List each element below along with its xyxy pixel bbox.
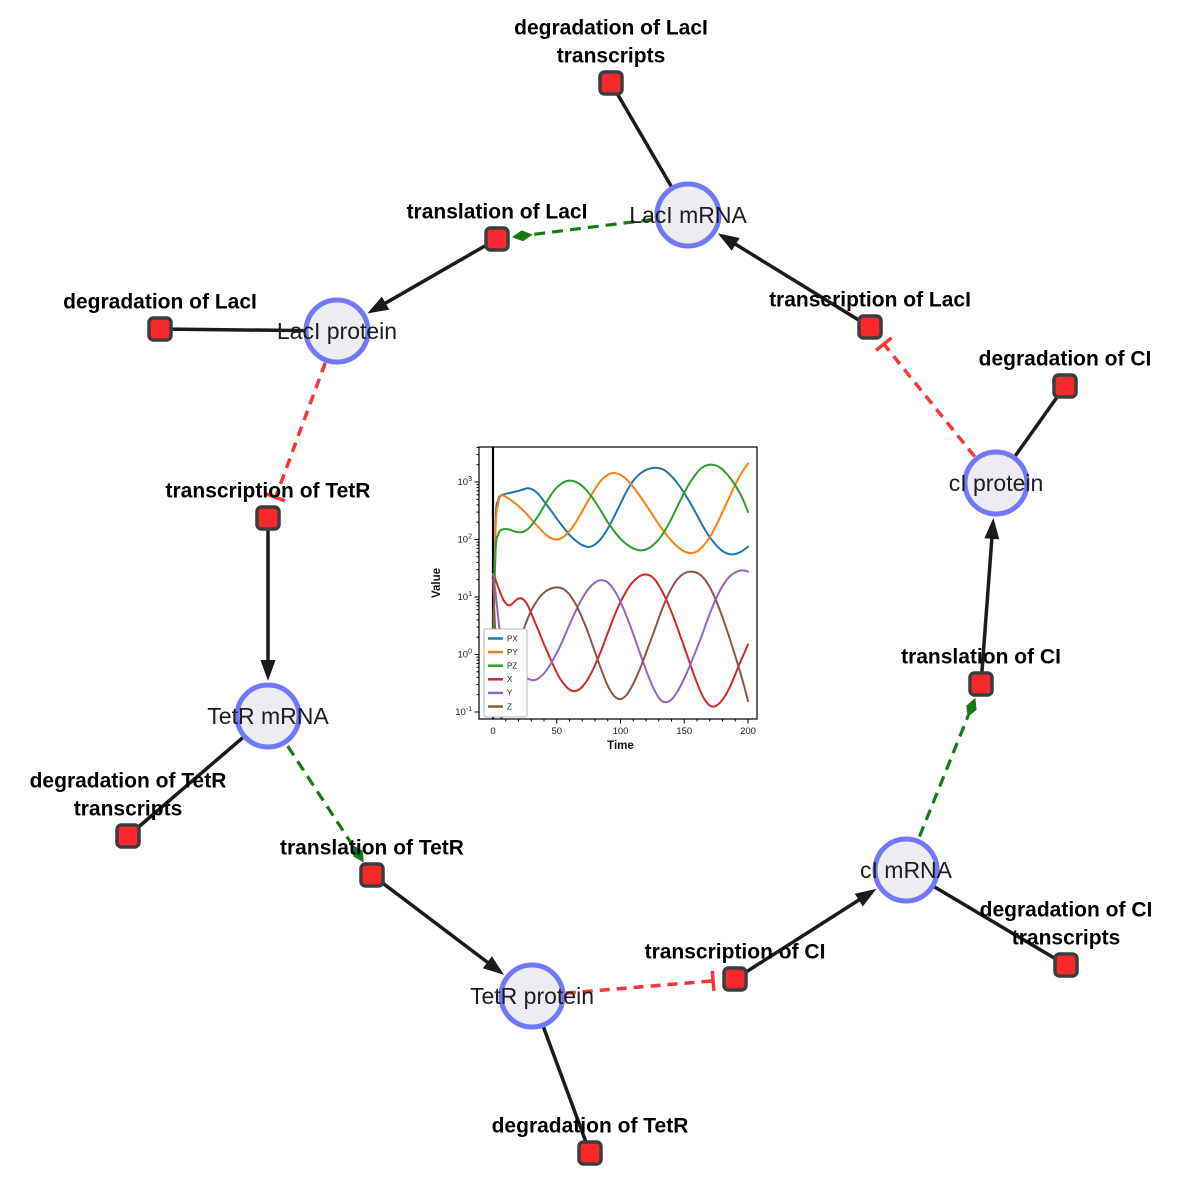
edge-transl_ci-ci_protein-production bbox=[979, 517, 1000, 685]
edge-transl_laci-laci_protein-production bbox=[367, 237, 498, 314]
species-node-tetr_mrna[interactable] bbox=[234, 682, 302, 750]
series-line-X bbox=[492, 573, 749, 708]
tbar-inhibition-cap bbox=[710, 970, 716, 991]
x-tick-label: 50 bbox=[551, 726, 562, 737]
reaction-label-transcr_ci: transcription of CI bbox=[645, 941, 826, 964]
edge-transcr_tetr-tetr_mrna-production bbox=[260, 518, 276, 681]
x-tick-label: 100 bbox=[613, 726, 629, 737]
reaction-node-transcr_tetr[interactable] bbox=[255, 505, 281, 531]
species-node-ci_protein[interactable] bbox=[962, 449, 1030, 517]
tbar-inhibition-cap bbox=[874, 336, 893, 352]
reaction-label-deg_ci: degradation of CI bbox=[979, 348, 1152, 371]
reaction-label-deg_tetr_tx: degradation of TetR bbox=[30, 770, 227, 793]
arrowhead bbox=[482, 956, 505, 975]
series-line-PX bbox=[492, 466, 749, 656]
arrowhead bbox=[367, 296, 390, 314]
species-label-laci_protein: LacI protein bbox=[277, 318, 397, 344]
reaction-label-transcr_tetr: transcription of TetR bbox=[166, 480, 371, 503]
reaction-label-deg_ci_tx: degradation of CI bbox=[980, 899, 1153, 922]
legend: PX PY PZ XYZ bbox=[483, 628, 528, 718]
species-label-laci_mrna: LacI mRNA bbox=[629, 202, 747, 228]
edge-transl_tetr-tetr_protein-production bbox=[370, 873, 505, 975]
legend-label-PZ: PZ bbox=[507, 662, 517, 671]
legend-label-X: X bbox=[507, 675, 513, 684]
reaction-label-transl_tetr: translation of TetR bbox=[280, 837, 464, 860]
x-tick-label: 200 bbox=[740, 726, 756, 737]
time-series-plot: 0 50 100 150 20010310210110010-1TimeValuePXP… bbox=[430, 425, 782, 777]
reaction-node-transl_ci[interactable] bbox=[968, 671, 994, 697]
edge-ci_protein-transcr_laci-inhibition bbox=[874, 336, 998, 485]
edge-laci_protein-transcr_tetr-inhibition bbox=[265, 330, 339, 503]
legend-label-PY: PY bbox=[507, 648, 518, 657]
arrowhead bbox=[717, 233, 740, 251]
reaction-label-deg_laci_tx: transcripts bbox=[557, 45, 666, 68]
labels-layer: degradation of LacI transcripts translatio… bbox=[30, 17, 1153, 1138]
reaction-label-deg_tetr_tx: transcripts bbox=[74, 798, 183, 821]
diamond-arrowhead bbox=[966, 697, 977, 718]
reaction-label-deg_laci_tx: degradation of LacI bbox=[514, 17, 708, 40]
arrowhead bbox=[260, 660, 276, 681]
y-tick-label: 103 bbox=[458, 476, 473, 488]
axes-spines bbox=[478, 446, 758, 720]
arrowhead bbox=[854, 888, 877, 907]
reaction-label-transcr_laci: transcription of LacI bbox=[769, 289, 971, 312]
tbar-inhibition-cap bbox=[265, 492, 286, 503]
reaction-node-deg_tetr_tx[interactable] bbox=[115, 823, 141, 849]
x-tick-label: 150 bbox=[676, 726, 692, 737]
x-axis-label: Time bbox=[607, 740, 634, 752]
diamond-arrowhead bbox=[511, 230, 533, 242]
figure-background bbox=[430, 425, 782, 777]
series-line-PY bbox=[492, 462, 749, 656]
reaction-label-transl_ci: translation of CI bbox=[901, 646, 1061, 669]
nodes-layer bbox=[115, 70, 1079, 1166]
species-label-ci_mrna: cI mRNA bbox=[860, 857, 953, 883]
reaction-label-deg_ci_tx: transcripts bbox=[1012, 927, 1121, 950]
reaction-node-transcr_laci[interactable] bbox=[857, 314, 883, 340]
species-label-ci_protein: cI protein bbox=[949, 470, 1044, 496]
x-tick-label: 0 bbox=[490, 726, 495, 737]
species-node-laci_mrna[interactable] bbox=[654, 181, 722, 249]
legend-box bbox=[483, 628, 528, 718]
reaction-label-transl_laci: translation of LacI bbox=[407, 201, 588, 224]
reaction-node-deg_ci_tx[interactable] bbox=[1053, 952, 1079, 978]
reaction-node-transcr_ci[interactable] bbox=[722, 966, 748, 992]
axis-ticks bbox=[474, 446, 749, 724]
arrowhead bbox=[984, 517, 1000, 540]
y-tick-label: 100 bbox=[458, 649, 473, 661]
reaction-label-deg_tetr: degradation of TetR bbox=[492, 1115, 689, 1138]
edge-transcr_ci-ci_mrna-production bbox=[734, 888, 877, 981]
species-node-laci_protein[interactable] bbox=[303, 297, 371, 365]
edge-tetr_protein-transcr_ci-inhibition bbox=[531, 970, 716, 998]
species-label-tetr_mrna: TetR mRNA bbox=[207, 703, 329, 729]
legend-label-Y: Y bbox=[507, 689, 513, 698]
reaction-node-deg_laci_tx[interactable] bbox=[598, 70, 624, 96]
y-tick-label: 10-1 bbox=[455, 706, 472, 718]
reaction-node-transl_tetr[interactable] bbox=[359, 862, 385, 888]
y-tick-label: 102 bbox=[458, 534, 473, 546]
edge-transcr_laci-laci_mrna-production bbox=[717, 233, 871, 329]
reaction-node-deg_tetr[interactable] bbox=[577, 1140, 603, 1166]
reaction-node-deg_laci[interactable] bbox=[147, 316, 173, 342]
y-axis-label: Value bbox=[431, 568, 443, 598]
series-line-PZ bbox=[492, 463, 749, 656]
diamond-arrowhead bbox=[352, 844, 364, 863]
reaction-node-transl_laci[interactable] bbox=[484, 226, 510, 252]
legend-label-Z: Z bbox=[507, 702, 512, 711]
reaction-node-deg_ci[interactable] bbox=[1052, 373, 1078, 399]
species-node-tetr_protein[interactable] bbox=[498, 962, 566, 1030]
reaction-label-deg_laci: degradation of LacI bbox=[63, 291, 257, 314]
species-label-tetr_protein: TetR protein bbox=[470, 983, 594, 1009]
species-node-ci_mrna[interactable] bbox=[872, 836, 940, 904]
y-tick-label: 101 bbox=[458, 591, 473, 603]
legend-label-PX: PX bbox=[507, 634, 518, 643]
